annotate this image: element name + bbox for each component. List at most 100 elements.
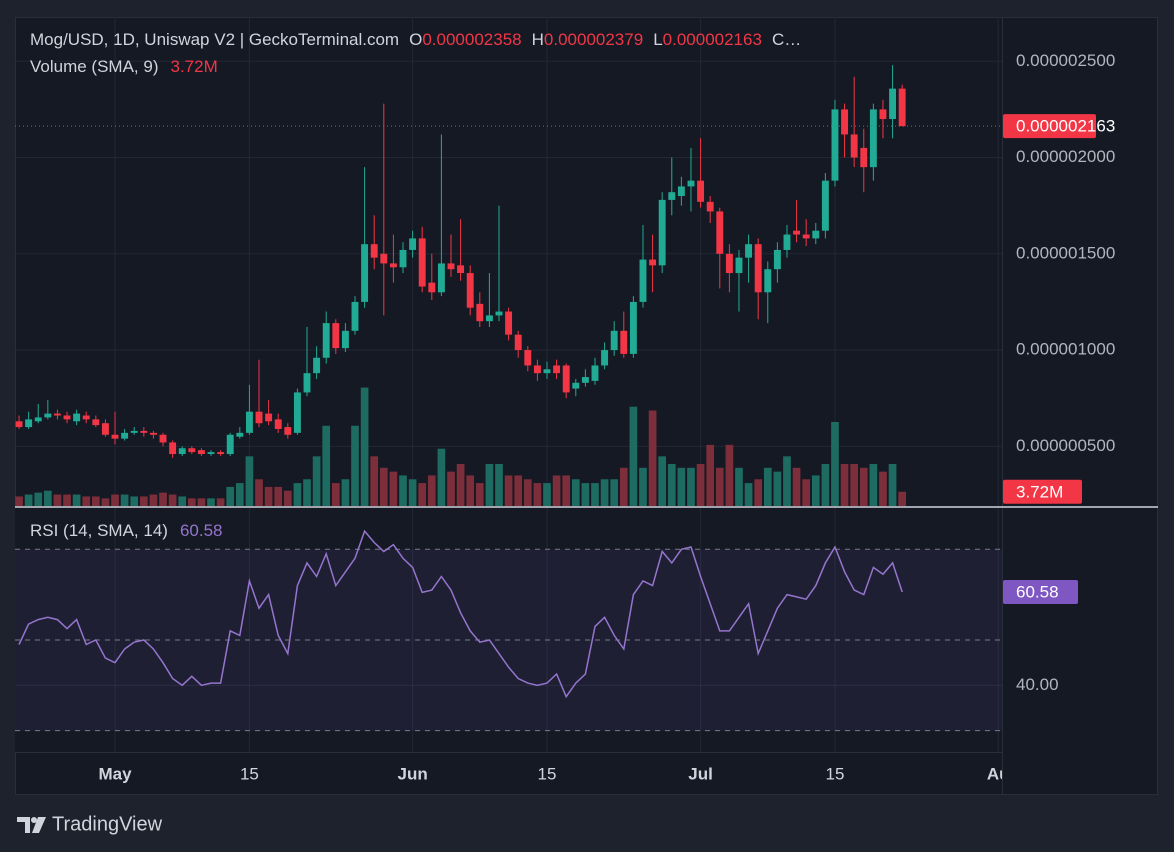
volume-bar bbox=[399, 475, 407, 506]
ohlc-name: O bbox=[409, 30, 422, 49]
volume-bar bbox=[591, 483, 599, 506]
volume-bar bbox=[821, 463, 830, 506]
candle-body bbox=[226, 434, 234, 455]
volume-bar bbox=[888, 463, 897, 506]
candle-body bbox=[53, 413, 61, 416]
ohlc-name: L bbox=[653, 30, 662, 49]
volume-bar bbox=[859, 467, 868, 506]
volume-bar bbox=[869, 463, 878, 506]
volume-bar bbox=[610, 479, 619, 506]
volume-bar bbox=[773, 471, 782, 506]
candle-body bbox=[860, 147, 868, 168]
volume-bar bbox=[571, 479, 580, 506]
last-price-label: 0.000002163 bbox=[1016, 117, 1115, 136]
candle-body bbox=[178, 448, 186, 455]
volume-bar bbox=[696, 463, 705, 506]
volume-bar bbox=[504, 475, 513, 506]
candle-body bbox=[389, 263, 397, 268]
volume-bar bbox=[879, 471, 887, 506]
candle-body bbox=[44, 413, 52, 418]
volume-bar bbox=[351, 425, 359, 506]
volume-bar bbox=[850, 463, 859, 506]
volume-bar bbox=[283, 490, 292, 506]
volume-bar bbox=[437, 448, 446, 506]
volume-bar bbox=[629, 406, 638, 506]
volume-bar bbox=[34, 492, 43, 506]
candle-body bbox=[850, 134, 858, 158]
candle-body bbox=[370, 244, 378, 258]
candle-body bbox=[610, 330, 618, 351]
volume-bar bbox=[581, 483, 590, 506]
legend-header: Mog/USD, 1D, Uniswap V2 | GeckoTerminal.… bbox=[30, 30, 801, 49]
volume-bar bbox=[418, 483, 427, 506]
candle-body bbox=[265, 413, 273, 422]
candle-body bbox=[399, 249, 407, 268]
candle-body bbox=[601, 350, 609, 366]
candle-body bbox=[25, 419, 33, 428]
x-tick-label: 15 bbox=[538, 764, 557, 783]
candle-body bbox=[649, 259, 657, 266]
volume-bar bbox=[677, 467, 686, 506]
candle-body bbox=[812, 230, 820, 239]
candle-body bbox=[889, 88, 897, 120]
candle-body bbox=[725, 253, 733, 274]
candle-body bbox=[898, 88, 906, 127]
volume-bar bbox=[245, 456, 254, 506]
volume-bar bbox=[485, 463, 494, 506]
volume-bar bbox=[168, 494, 177, 506]
volume-bar bbox=[111, 494, 119, 506]
volume-bar bbox=[639, 467, 647, 506]
volume-bar bbox=[341, 479, 350, 506]
candle-body bbox=[783, 234, 791, 250]
x-tick-label: Jun bbox=[397, 764, 427, 783]
candle-body bbox=[869, 109, 877, 168]
volume-bar bbox=[466, 475, 475, 506]
volume-bar bbox=[293, 483, 302, 506]
last-price-box bbox=[1003, 114, 1096, 139]
candle-body bbox=[92, 419, 100, 426]
candle-body bbox=[73, 413, 81, 422]
volume-bar bbox=[533, 483, 542, 506]
volume-bar bbox=[475, 483, 484, 506]
volume-bar bbox=[101, 498, 110, 506]
candle-body bbox=[351, 301, 359, 331]
candle-body bbox=[284, 427, 292, 435]
candle-body bbox=[447, 263, 455, 270]
candle-body bbox=[485, 315, 493, 322]
volume-bar bbox=[562, 475, 571, 506]
candle-body bbox=[15, 421, 23, 428]
volume-bar bbox=[312, 456, 321, 506]
x-tick-label: May bbox=[98, 764, 132, 783]
volume-bar bbox=[139, 496, 148, 506]
volume-bar bbox=[322, 425, 331, 506]
volume-bar bbox=[543, 483, 551, 506]
volume-bar bbox=[802, 479, 811, 506]
volume-bar bbox=[408, 479, 417, 506]
candle-body bbox=[514, 334, 522, 351]
plot-area bbox=[15, 65, 1002, 732]
volume-bar bbox=[600, 479, 609, 506]
brand-logo bbox=[17, 817, 46, 833]
volume-bar bbox=[427, 475, 436, 506]
volume-bar bbox=[447, 471, 455, 506]
candle-body bbox=[111, 434, 119, 439]
candle-body bbox=[706, 201, 714, 212]
volume-bar bbox=[130, 496, 139, 506]
candle-body bbox=[293, 392, 301, 433]
volume-bar bbox=[63, 494, 71, 506]
candle-body bbox=[831, 109, 839, 181]
candle-body bbox=[361, 244, 369, 302]
volume-bar bbox=[149, 494, 158, 506]
volume-bar bbox=[715, 467, 724, 506]
candle-body bbox=[303, 373, 311, 393]
candle-body bbox=[341, 330, 349, 349]
volume-bar bbox=[120, 494, 129, 506]
candle-body bbox=[629, 301, 637, 354]
volume-bar bbox=[840, 463, 849, 506]
candle-body bbox=[245, 411, 253, 433]
candle-body bbox=[380, 253, 388, 264]
candle-body bbox=[63, 415, 71, 420]
x-tick-label: 15 bbox=[826, 764, 845, 783]
volume-bar bbox=[15, 496, 23, 506]
